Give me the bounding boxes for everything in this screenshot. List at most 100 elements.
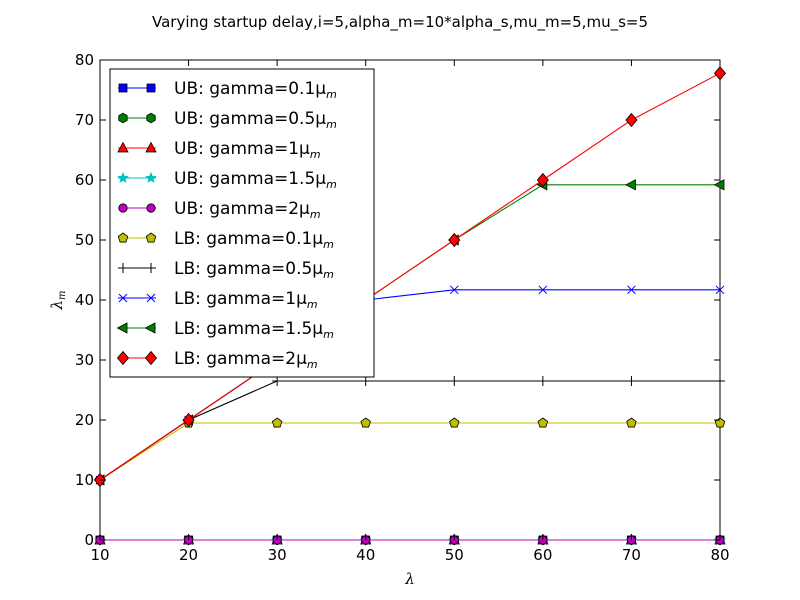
legend-label-main: UB: gamma=1μ: [174, 139, 310, 159]
data-point: [625, 179, 636, 191]
legend-marker: [146, 293, 156, 303]
legend-entry: LB: gamma=0.5μm: [118, 259, 334, 281]
x-tick-label: 40: [356, 546, 375, 564]
series-line: [99, 422, 720, 481]
y-tick-label: 0: [84, 531, 94, 549]
legend-marker: [118, 293, 128, 303]
legend-label-subscript: m: [323, 328, 334, 341]
legend-label: LB: gamma=0.5μm: [174, 259, 334, 281]
x-tick-label: 50: [445, 546, 464, 564]
data-point: [272, 376, 283, 386]
legend-label-subscript: m: [310, 148, 321, 161]
y-tick-label: 30: [75, 351, 94, 369]
legend-label-main: UB: gamma=2μ: [174, 199, 310, 219]
y-axis-label-subscript: m: [57, 291, 68, 300]
legend-marker: [145, 171, 157, 183]
legend-label: LB: gamma=1μm: [174, 289, 318, 311]
legend-label: UB: gamma=0.1μm: [174, 79, 337, 101]
legend-entry: UB: gamma=1μm: [117, 139, 321, 161]
legend-label-main: UB: gamma=1.5μ: [174, 169, 326, 189]
legend-entry: UB: gamma=0.1μm: [118, 79, 337, 101]
data-point: [449, 417, 460, 428]
data-point: [538, 285, 548, 295]
data-point: [271, 417, 283, 428]
data-point: [537, 376, 548, 386]
legend-marker: [146, 203, 156, 213]
y-tick-label: 80: [75, 51, 94, 69]
legend-label-subscript: m: [307, 298, 318, 311]
data-point: [626, 417, 637, 428]
x-tick-label: 60: [533, 546, 552, 564]
y-axis-label-group: λm: [48, 291, 68, 311]
legend-label-main: LB: gamma=2μ: [174, 349, 307, 369]
legend-label-main: LB: gamma=1.5μ: [174, 319, 323, 339]
legend-label-subscript: m: [326, 178, 337, 191]
legend-marker: [118, 112, 128, 124]
legend-label-subscript: m: [307, 358, 318, 371]
legend-label: UB: gamma=1.5μm: [174, 169, 337, 191]
x-tick-label: 70: [622, 546, 641, 564]
x-tick-label: 10: [90, 546, 109, 564]
data-point: [536, 172, 549, 188]
legend-label-subscript: m: [323, 268, 334, 281]
data-point: [448, 232, 461, 248]
x-tick-label: 20: [179, 546, 198, 564]
legend-marker: [118, 203, 128, 213]
legend-marker: [117, 141, 129, 153]
y-tick-label: 70: [75, 111, 94, 129]
legend-label: LB: gamma=0.1μm: [174, 229, 334, 251]
x-axis-label: λ: [404, 570, 415, 588]
data-point: [627, 285, 636, 295]
legend-marker: [118, 263, 128, 273]
legend-marker: [145, 141, 157, 153]
legend-label: LB: gamma=1.5μm: [174, 319, 334, 341]
chart-title: Varying startup delay,i=5,alpha_m=10*alp…: [152, 13, 648, 32]
x-tick-label: 30: [268, 546, 287, 564]
legend-marker: [146, 83, 156, 93]
data-point: [715, 376, 725, 386]
legend-label: UB: gamma=2μm: [174, 199, 321, 221]
data-point: [182, 412, 195, 428]
legend-marker: [146, 263, 156, 273]
legend-marker: [146, 112, 156, 124]
legend-entry: LB: gamma=1μm: [118, 289, 318, 311]
legend-marker: [144, 350, 158, 366]
legend-marker: [145, 232, 157, 243]
legend-label-subscript: m: [310, 208, 321, 221]
data-point: [449, 376, 460, 386]
data-point: [625, 112, 638, 128]
data-point: [360, 417, 371, 428]
legend-marker: [118, 83, 128, 93]
legend-marker: [117, 232, 129, 243]
data-point: [713, 66, 727, 81]
x-tick-label: 80: [710, 546, 729, 564]
y-axis-label-main: λ: [48, 300, 66, 311]
legend-marker: [117, 171, 129, 183]
legend-label-main: UB: gamma=0.5μ: [174, 109, 326, 129]
data-point: [449, 285, 459, 295]
data-point: [537, 417, 549, 428]
legend-label-subscript: m: [326, 88, 337, 101]
series-line: [99, 72, 721, 481]
legend-entry: UB: gamma=0.5μm: [118, 109, 337, 131]
legend-marker: [144, 322, 156, 334]
legend-entry: LB: gamma=0.1μm: [117, 229, 334, 251]
data-point: [626, 376, 637, 386]
legend-label-subscript: m: [323, 238, 334, 251]
legend-label-subscript: m: [326, 118, 337, 131]
y-tick-label: 20: [75, 411, 94, 429]
legend-label: UB: gamma=1μm: [174, 139, 321, 161]
data-point: [713, 179, 725, 191]
y-tick-label: 40: [75, 291, 94, 309]
legend-entry: UB: gamma=2μm: [118, 199, 321, 221]
legend-label-main: UB: gamma=0.1μ: [174, 79, 326, 99]
legend-entry: LB: gamma=2μm: [116, 349, 318, 371]
legend-entry: LB: gamma=1.5μm: [116, 319, 334, 341]
data-point: [715, 285, 725, 295]
legend-marker: [116, 322, 128, 334]
legend-entry: UB: gamma=1.5μm: [117, 169, 337, 191]
series-line: [99, 380, 720, 481]
